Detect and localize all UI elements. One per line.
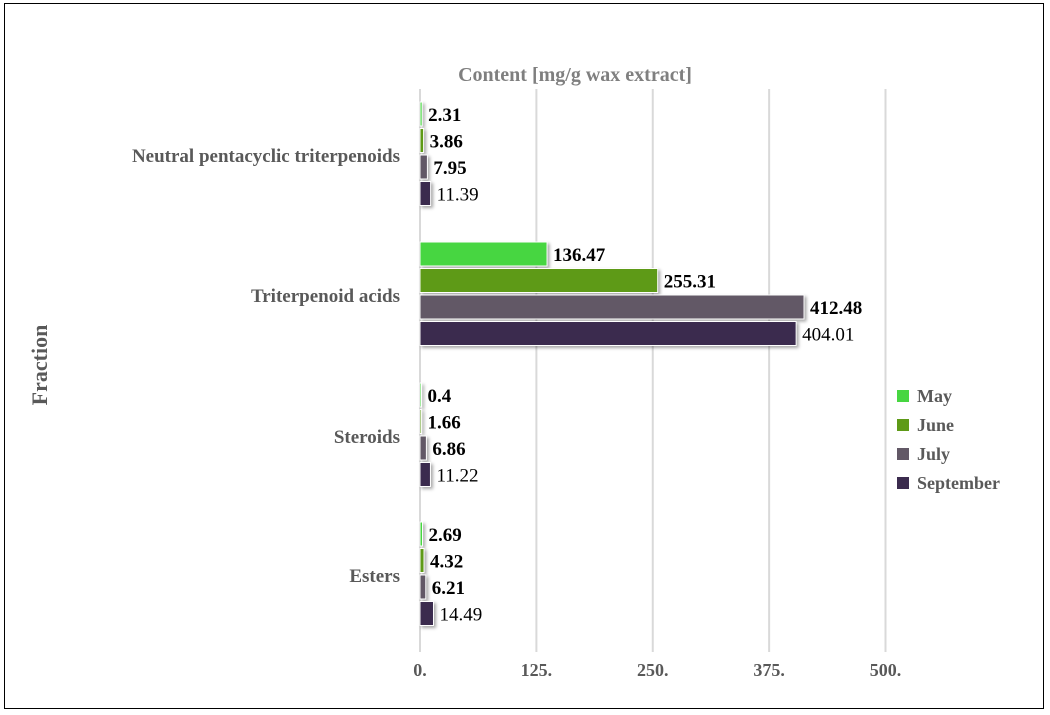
- chart-frame: Content [mg/g wax extract] Fraction Neut…: [4, 3, 1044, 709]
- legend-label: July: [917, 444, 950, 464]
- legend-swatch-september: [897, 477, 909, 489]
- data-label: 255.31: [664, 272, 716, 293]
- bar-june-3: [419, 548, 425, 573]
- data-label: 6.86: [432, 439, 465, 460]
- category-labels: Neutral pentacyclic triterpenoids Triterp…: [132, 146, 400, 587]
- data-label: 2.31: [428, 105, 461, 126]
- y-axis-label: Fraction: [27, 325, 52, 406]
- bar-july-1: [419, 294, 805, 320]
- legend-swatch-june: [897, 419, 909, 431]
- category-label: Triterpenoid acids: [251, 286, 400, 307]
- legend: May June July September: [897, 386, 1000, 493]
- bars: [419, 101, 805, 626]
- data-label: 404.01: [802, 325, 854, 346]
- bar-july-3: [419, 574, 427, 600]
- category-label: Neutral pentacyclic triterpenoids: [132, 146, 400, 167]
- bar-may-2: [419, 382, 422, 408]
- legend-swatch-july: [897, 448, 909, 460]
- bar-may-3: [419, 521, 424, 547]
- data-label: 4.32: [430, 552, 463, 573]
- bar-june-2: [419, 409, 423, 434]
- data-label: 3.86: [430, 132, 463, 153]
- data-label: 14.49: [439, 605, 482, 626]
- data-label: 1.66: [428, 413, 461, 434]
- bar-june-1: [419, 268, 659, 293]
- data-label: 6.21: [432, 578, 465, 599]
- bar-may-1: [419, 241, 548, 267]
- legend-label: May: [917, 386, 952, 406]
- bar-chart: Content [mg/g wax extract] Fraction Neut…: [27, 64, 1000, 680]
- x-tick-label: 125.: [521, 660, 553, 680]
- bar-september-2: [419, 462, 431, 487]
- data-label: 11.22: [436, 466, 478, 487]
- data-label: 2.69: [429, 525, 462, 546]
- gridlines: [419, 89, 887, 652]
- data-label: 412.48: [810, 298, 862, 319]
- bar-september-1: [419, 321, 797, 346]
- bar-july-2: [419, 435, 427, 461]
- x-tick-label: 375.: [753, 660, 785, 680]
- data-label: 0.4: [428, 386, 452, 407]
- data-label: 136.47: [553, 245, 606, 266]
- legend-swatch-may: [897, 390, 909, 402]
- data-label: 7.95: [433, 158, 466, 179]
- bar-july-0: [419, 154, 428, 180]
- x-tick-label: 0.: [413, 660, 427, 680]
- bar-june-0: [419, 128, 425, 153]
- legend-label: September: [917, 473, 1000, 493]
- data-label: 11.39: [437, 185, 479, 206]
- x-tick-label: 500.: [870, 660, 902, 680]
- bar-september-3: [419, 601, 434, 626]
- category-label: Steroids: [334, 427, 400, 448]
- bar-september-0: [419, 181, 432, 206]
- chart-title: Content [mg/g wax extract]: [458, 64, 692, 86]
- bar-may-0: [419, 101, 423, 127]
- x-tick-label: 250.: [637, 660, 669, 680]
- category-label: Esters: [349, 566, 400, 587]
- x-tick-labels: 0. 125. 250. 375. 500.: [413, 660, 901, 680]
- data-labels: 2.31 136.47 0.4 2.69 3.86 255.31 1.66 4.32 7.95 4…: [428, 105, 863, 626]
- legend-label: June: [917, 415, 954, 435]
